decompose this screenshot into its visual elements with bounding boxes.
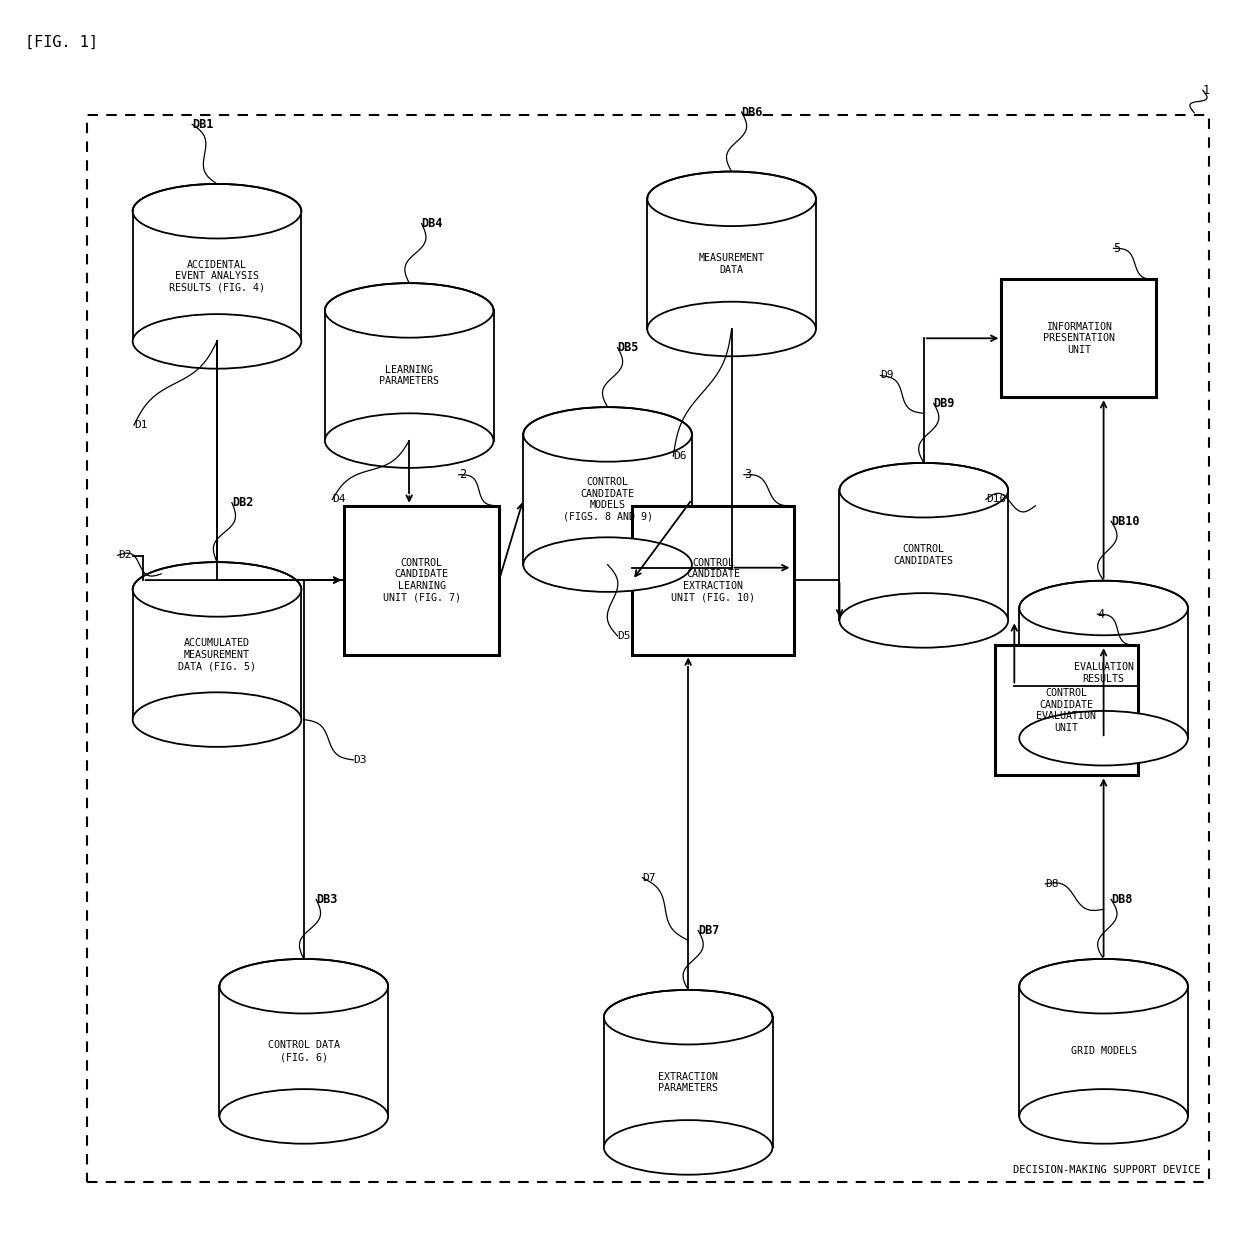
Ellipse shape: [325, 413, 494, 468]
Text: ACCUMULATED
MEASUREMENT
DATA (FIG. 5): ACCUMULATED MEASUREMENT DATA (FIG. 5): [179, 638, 255, 671]
Text: D10: D10: [986, 495, 1006, 505]
Ellipse shape: [647, 172, 816, 226]
Text: CONTROL
CANDIDATE
EXTRACTION
UNIT (FIG. 10): CONTROL CANDIDATE EXTRACTION UNIT (FIG. …: [671, 557, 755, 602]
Ellipse shape: [1019, 959, 1188, 1014]
Text: DB5: DB5: [618, 342, 639, 354]
Ellipse shape: [839, 463, 1008, 518]
Text: DB8: DB8: [1111, 893, 1132, 905]
Ellipse shape: [604, 1120, 773, 1175]
Text: ACCIDENTAL
EVENT ANALYSIS
RESULTS (FIG. 4): ACCIDENTAL EVENT ANALYSIS RESULTS (FIG. …: [169, 259, 265, 293]
Text: D6: D6: [673, 451, 687, 461]
Text: D1: D1: [134, 420, 148, 430]
Ellipse shape: [325, 283, 494, 338]
Text: D2: D2: [118, 550, 131, 560]
Text: DB9: DB9: [934, 397, 955, 410]
Text: CONTROL
CANDIDATE
EVALUATION
UNIT: CONTROL CANDIDATE EVALUATION UNIT: [1037, 688, 1096, 733]
Text: [FIG. 1]: [FIG. 1]: [25, 35, 98, 50]
Text: D5: D5: [618, 631, 631, 641]
Text: DB10: DB10: [1111, 515, 1140, 527]
Bar: [1002, 279, 1156, 398]
Polygon shape: [1019, 986, 1188, 1116]
Polygon shape: [325, 311, 494, 440]
Ellipse shape: [219, 959, 388, 1014]
Ellipse shape: [1019, 959, 1188, 1014]
Polygon shape: [523, 434, 692, 565]
Ellipse shape: [604, 990, 773, 1045]
Text: D8: D8: [1045, 879, 1059, 889]
Text: CONTROL DATA
(FIG. 6): CONTROL DATA (FIG. 6): [268, 1040, 340, 1062]
Text: INFORMATION
PRESENTATION
UNIT: INFORMATION PRESENTATION UNIT: [1043, 322, 1115, 355]
Bar: [994, 645, 1138, 776]
Ellipse shape: [839, 594, 1008, 647]
Text: GRID MODELS: GRID MODELS: [1070, 1046, 1137, 1056]
Text: DB3: DB3: [316, 893, 337, 905]
Ellipse shape: [133, 183, 301, 238]
Polygon shape: [133, 211, 301, 342]
Text: CONTROL
CANDIDATES: CONTROL CANDIDATES: [894, 545, 954, 566]
Ellipse shape: [1019, 1089, 1188, 1143]
Text: CONTROL
CANDIDATE
LEARNING
UNIT (FIG. 7): CONTROL CANDIDATE LEARNING UNIT (FIG. 7): [383, 557, 460, 602]
Text: CONTROL
CANDIDATE
MODELS
(FIGS. 8 AND 9): CONTROL CANDIDATE MODELS (FIGS. 8 AND 9): [563, 478, 652, 522]
Text: D3: D3: [353, 754, 367, 764]
Text: DECISION-MAKING SUPPORT DEVICE: DECISION-MAKING SUPPORT DEVICE: [1013, 1165, 1200, 1176]
Bar: [632, 506, 794, 655]
Text: LEARNING
PARAMETERS: LEARNING PARAMETERS: [379, 364, 439, 387]
Bar: [87, 115, 1209, 1181]
Ellipse shape: [1019, 711, 1188, 766]
Ellipse shape: [133, 562, 301, 617]
Text: 5: 5: [1114, 242, 1121, 254]
Text: DB1: DB1: [192, 118, 213, 131]
Text: DB2: DB2: [232, 496, 253, 509]
Ellipse shape: [133, 314, 301, 369]
Text: D9: D9: [880, 370, 894, 380]
Polygon shape: [647, 198, 816, 329]
Ellipse shape: [133, 183, 301, 238]
Text: MEASUREMENT
DATA: MEASUREMENT DATA: [698, 253, 765, 274]
Text: DB7: DB7: [698, 924, 719, 936]
Ellipse shape: [604, 990, 773, 1045]
Ellipse shape: [523, 407, 692, 461]
Text: D7: D7: [642, 873, 656, 883]
Ellipse shape: [219, 1089, 388, 1143]
Ellipse shape: [647, 172, 816, 226]
Bar: [345, 506, 498, 655]
Text: 4: 4: [1097, 607, 1105, 621]
Polygon shape: [133, 590, 301, 720]
Text: 1: 1: [1203, 84, 1210, 97]
Ellipse shape: [1019, 581, 1188, 635]
Polygon shape: [219, 986, 388, 1116]
Polygon shape: [604, 1018, 773, 1147]
Ellipse shape: [219, 959, 388, 1014]
Ellipse shape: [325, 283, 494, 338]
Text: DB4: DB4: [422, 217, 443, 231]
Text: DB6: DB6: [742, 106, 763, 118]
Text: 3: 3: [744, 468, 751, 481]
Text: 2: 2: [459, 468, 466, 481]
Text: EVALUATION
RESULTS: EVALUATION RESULTS: [1074, 662, 1133, 683]
Ellipse shape: [647, 302, 816, 357]
Ellipse shape: [523, 407, 692, 461]
Ellipse shape: [133, 562, 301, 617]
Ellipse shape: [133, 692, 301, 747]
Polygon shape: [1019, 609, 1188, 738]
Ellipse shape: [1019, 581, 1188, 635]
Ellipse shape: [839, 463, 1008, 518]
Polygon shape: [839, 490, 1008, 621]
Text: EXTRACTION
PARAMETERS: EXTRACTION PARAMETERS: [658, 1071, 718, 1094]
Text: D4: D4: [332, 495, 346, 505]
Ellipse shape: [523, 537, 692, 592]
